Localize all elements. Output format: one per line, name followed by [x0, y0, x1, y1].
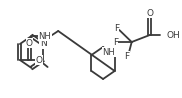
Text: NH: NH [102, 48, 115, 57]
Text: NH: NH [38, 31, 51, 40]
Text: F: F [113, 38, 118, 46]
Text: O: O [26, 39, 33, 48]
Text: F: F [114, 24, 119, 33]
Text: F: F [124, 52, 129, 60]
Text: OH: OH [167, 30, 181, 39]
Text: O: O [35, 55, 43, 64]
Text: O: O [146, 9, 153, 18]
Text: N: N [40, 39, 46, 49]
